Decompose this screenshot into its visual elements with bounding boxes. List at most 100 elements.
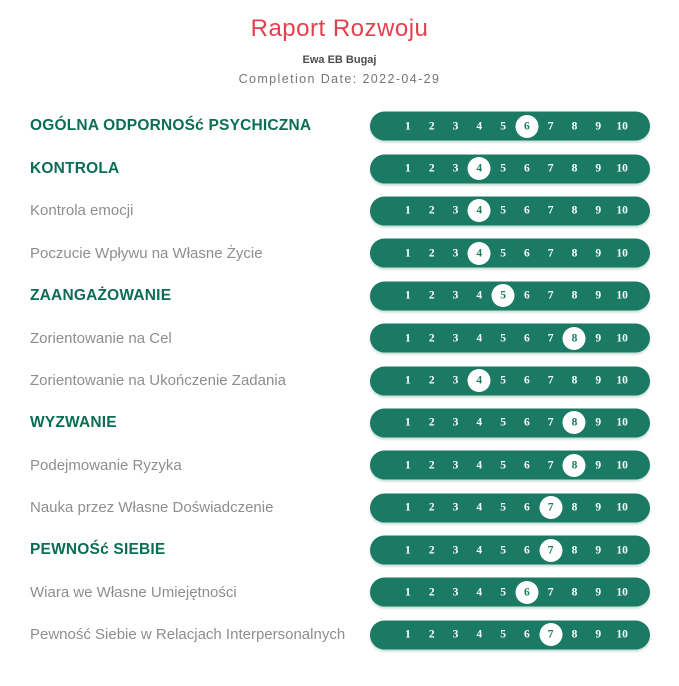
scale-tick-number: 3 bbox=[452, 544, 459, 557]
scale-tick-number: 4 bbox=[476, 204, 483, 217]
scale-tick-number: 10 bbox=[616, 586, 628, 599]
score-row-label: Podejmowanie Ryzyka bbox=[30, 456, 182, 474]
scale-tick-number: 5 bbox=[500, 416, 506, 429]
scale-selected-value: 4 bbox=[467, 196, 491, 225]
scale-tick-number: 5 bbox=[500, 374, 506, 387]
scale-tick-number: 2 bbox=[428, 416, 435, 429]
scale-tick: 6 bbox=[515, 536, 539, 565]
scale-tick-number: 9 bbox=[595, 162, 602, 175]
scale-tick-number: 5 bbox=[500, 289, 506, 302]
scale-tick: 5 bbox=[491, 366, 515, 395]
scale-tick-number: 9 bbox=[595, 374, 602, 387]
scale-tick-number: 6 bbox=[524, 416, 530, 429]
scale-selected-value: 4 bbox=[467, 366, 491, 395]
scale-tick: 3 bbox=[444, 154, 468, 183]
scale-selected-value: 8 bbox=[562, 451, 587, 480]
scale-tick: 3 bbox=[444, 366, 468, 395]
scale-tick: 5 bbox=[491, 451, 515, 480]
score-row: OGÓLNA ODPORNOŚć PSYCHICZNA 1 2 3 4 5 6 7 8 9 10 bbox=[0, 105, 679, 147]
report-header: Raport Rozwoju Ewa EB Bugaj Completion D… bbox=[0, 0, 679, 86]
scale-tick: 9 bbox=[586, 578, 610, 607]
scale-tick-number: 3 bbox=[452, 332, 459, 345]
scale-tick-number: 2 bbox=[428, 459, 435, 472]
scale-tick: 2 bbox=[420, 196, 444, 225]
score-row-label: Nauka przez Własne Doświadczenie bbox=[30, 499, 274, 517]
scale-tick-number: 4 bbox=[476, 544, 483, 557]
score-row: Kontrola emocji 1 2 3 4 5 6 7 8 9 10 bbox=[0, 190, 679, 232]
scale-tick-number: 10 bbox=[616, 459, 628, 472]
scale-tick: 1 bbox=[396, 451, 420, 480]
scale-tick: 2 bbox=[420, 112, 444, 141]
scale-tick: 8 bbox=[563, 154, 587, 183]
selection-circle bbox=[491, 284, 515, 308]
scale-tick-number: 8 bbox=[571, 628, 578, 641]
scale-tick: 2 bbox=[420, 408, 444, 437]
rating-scale-bar: 1 2 3 4 5 6 7 8 9 10 bbox=[370, 535, 650, 565]
scale-selected-value: 7 bbox=[539, 620, 563, 649]
scale-tick-number: 3 bbox=[452, 628, 459, 641]
scale-tick-number: 9 bbox=[595, 289, 602, 302]
score-row: PEWNOŚć SIEBIE 1 2 3 4 5 6 7 8 9 10 bbox=[0, 529, 679, 571]
score-row: Nauka przez Własne Doświadczenie 1 2 3 4 5 6 7… bbox=[0, 487, 679, 529]
scale-tick-number: 6 bbox=[524, 628, 530, 641]
scale-tick: 9 bbox=[586, 493, 610, 522]
scale-tick-number: 1 bbox=[405, 247, 411, 260]
scale-tick-number: 2 bbox=[428, 204, 435, 217]
score-row: Wiara we Własne Umiejętności 1 2 3 4 5 6 7 8 9 10 bbox=[0, 571, 679, 613]
scale-selected-value: 7 bbox=[539, 536, 563, 565]
scale-tick-number: 3 bbox=[452, 162, 459, 175]
scale-tick-number: 3 bbox=[452, 120, 459, 133]
scale-tick-number: 2 bbox=[428, 501, 435, 514]
scale-tick: 9 bbox=[586, 196, 610, 225]
scale-tick-number: 5 bbox=[500, 544, 506, 557]
scale-tick: 3 bbox=[444, 281, 468, 310]
scale-tick-number: 1 bbox=[405, 416, 411, 429]
scale-tick: 6 bbox=[515, 324, 539, 353]
scale-ticks: 1 2 3 4 5 6 7 8 9 10 bbox=[396, 536, 634, 565]
scale-tick-number: 1 bbox=[405, 162, 411, 175]
scale-tick: 8 bbox=[563, 366, 587, 395]
scale-ticks: 1 2 3 4 5 6 7 8 9 10 bbox=[396, 196, 634, 225]
scale-tick: 10 bbox=[610, 154, 634, 183]
scale-tick: 4 bbox=[467, 408, 491, 437]
scale-tick-number: 4 bbox=[476, 374, 483, 387]
rating-scale-bar: 1 2 3 4 5 6 7 8 9 10 bbox=[370, 577, 650, 607]
scale-tick: 5 bbox=[491, 196, 515, 225]
scale-tick: 6 bbox=[515, 281, 539, 310]
scale-tick: 3 bbox=[444, 408, 468, 437]
subject-name: Ewa EB Bugaj bbox=[302, 54, 377, 66]
rating-scale-bar: 1 2 3 4 5 6 7 8 9 10 bbox=[370, 323, 650, 353]
scale-tick: 6 bbox=[515, 196, 539, 225]
scale-tick: 1 bbox=[396, 620, 420, 649]
scale-tick: 8 bbox=[563, 112, 587, 141]
scale-tick-number: 10 bbox=[616, 544, 628, 557]
scale-tick-number: 6 bbox=[524, 459, 530, 472]
scale-tick: 6 bbox=[515, 493, 539, 522]
scale-tick-number: 10 bbox=[616, 120, 628, 133]
score-row-label: Kontrola emocji bbox=[30, 202, 134, 220]
scale-tick-number: 1 bbox=[405, 374, 411, 387]
scale-tick-number: 7 bbox=[547, 332, 554, 345]
scale-tick-number: 4 bbox=[476, 628, 483, 641]
scale-tick: 3 bbox=[444, 536, 468, 565]
scale-tick-number: 10 bbox=[616, 204, 628, 217]
scale-tick: 8 bbox=[563, 578, 587, 607]
scale-selected-value: 6 bbox=[515, 578, 539, 607]
score-row-label: OGÓLNA ODPORNOŚć PSYCHICZNA bbox=[30, 117, 312, 135]
scale-selected-value: 8 bbox=[562, 324, 587, 353]
scale-tick-number: 10 bbox=[616, 162, 628, 175]
scale-tick-number: 9 bbox=[595, 586, 602, 599]
scale-tick-number: 2 bbox=[428, 120, 435, 133]
rating-scale-bar: 1 2 3 4 5 6 7 8 9 10 bbox=[370, 281, 650, 311]
scale-tick-number: 2 bbox=[428, 162, 435, 175]
scale-tick-number: 4 bbox=[476, 120, 483, 133]
scale-tick: 9 bbox=[586, 281, 610, 310]
score-row: ZAANGAŻOWANIE 1 2 3 4 5 6 7 8 9 10 bbox=[0, 275, 679, 317]
scale-tick: 1 bbox=[396, 578, 420, 607]
scale-tick: 8 bbox=[563, 493, 587, 522]
scale-tick-number: 7 bbox=[547, 416, 554, 429]
rating-scale-bar: 1 2 3 4 5 6 7 8 9 10 bbox=[370, 408, 650, 438]
rating-scale-bar: 1 2 3 4 5 6 7 8 9 10 bbox=[370, 238, 650, 268]
scale-tick: 5 bbox=[491, 620, 515, 649]
scale-tick: 3 bbox=[444, 196, 468, 225]
